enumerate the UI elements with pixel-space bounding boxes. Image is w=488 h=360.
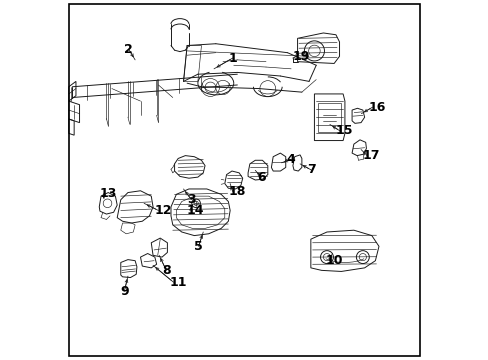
Text: 10: 10 [325,254,342,267]
Text: 12: 12 [154,204,171,217]
Text: 7: 7 [306,163,315,176]
Text: 15: 15 [335,124,352,138]
Text: 2: 2 [124,42,133,55]
Text: 14: 14 [186,204,203,217]
Text: 17: 17 [362,149,380,162]
Text: 11: 11 [169,276,186,289]
Text: 16: 16 [367,101,385,114]
Text: 4: 4 [286,153,295,166]
Text: 13: 13 [99,187,117,200]
Text: 3: 3 [187,193,195,206]
Text: 8: 8 [162,264,170,277]
Text: 9: 9 [120,285,128,298]
Text: 1: 1 [228,51,237,64]
Text: 18: 18 [228,185,245,198]
Text: 6: 6 [257,171,265,184]
Text: 5: 5 [194,240,203,253]
Text: 19: 19 [292,50,310,63]
